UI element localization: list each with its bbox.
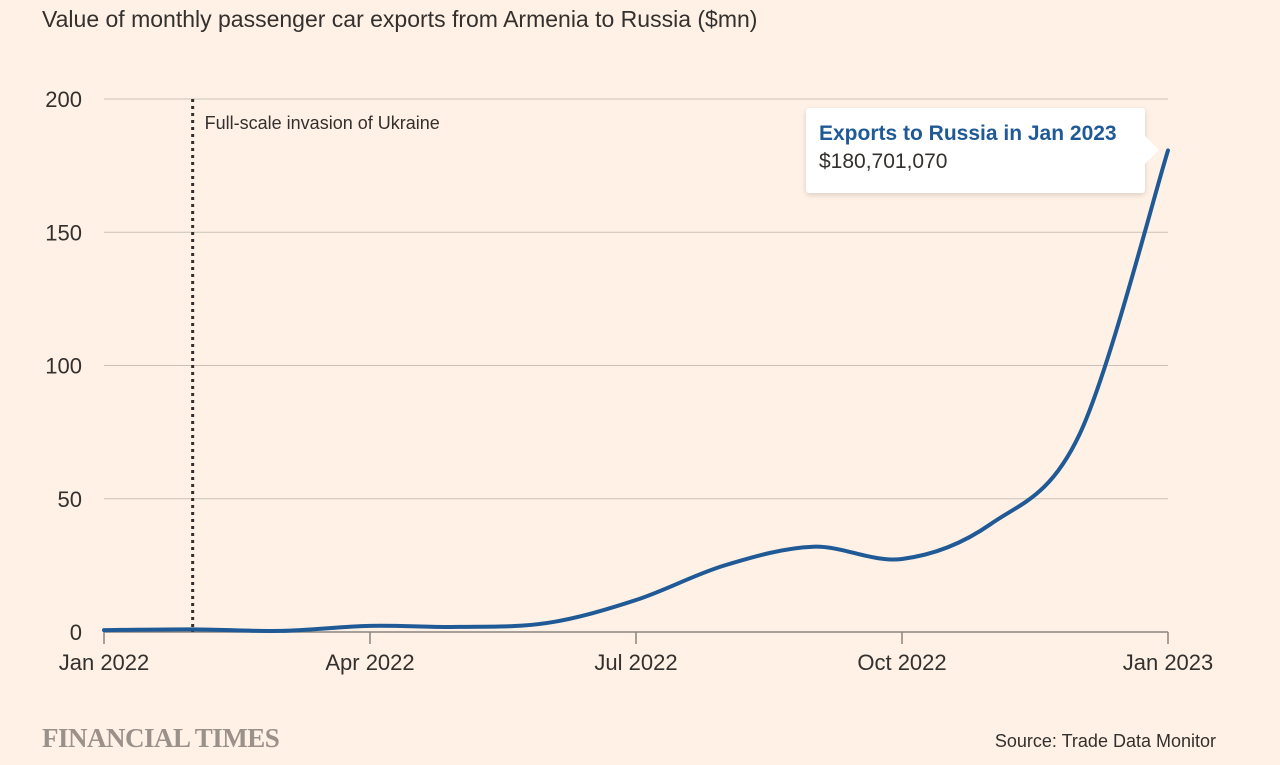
tooltip-value: $180,701,070 bbox=[819, 150, 948, 173]
y-tick-label: 100 bbox=[45, 354, 82, 379]
y-tick-label: 0 bbox=[70, 620, 82, 645]
x-tick-label: Jul 2022 bbox=[594, 650, 677, 675]
series-line-exports bbox=[102, 148, 1170, 634]
y-tick-label: 200 bbox=[45, 87, 82, 112]
y-tick-label: 50 bbox=[58, 487, 82, 512]
source-note: Source: Trade Data Monitor bbox=[994, 731, 1216, 751]
y-tick-label: 150 bbox=[45, 220, 82, 245]
x-tick-label: Jan 2022 bbox=[59, 650, 150, 675]
x-tick-label: Jan 2023 bbox=[1123, 650, 1214, 675]
tooltip-title: Exports to Russia in Jan 2023 bbox=[819, 122, 1117, 145]
data-tooltip: Exports to Russia in Jan 2023 $180,701,0… bbox=[806, 108, 1159, 193]
ft-logo: FINANCIAL TIMES bbox=[42, 723, 280, 753]
invasion-annotation: Full-scale invasion of Ukraine bbox=[205, 113, 440, 133]
x-tick-label: Apr 2022 bbox=[325, 650, 414, 675]
x-tick-label: Oct 2022 bbox=[857, 650, 946, 675]
chart-title: Value of monthly passenger car exports f… bbox=[42, 6, 758, 32]
